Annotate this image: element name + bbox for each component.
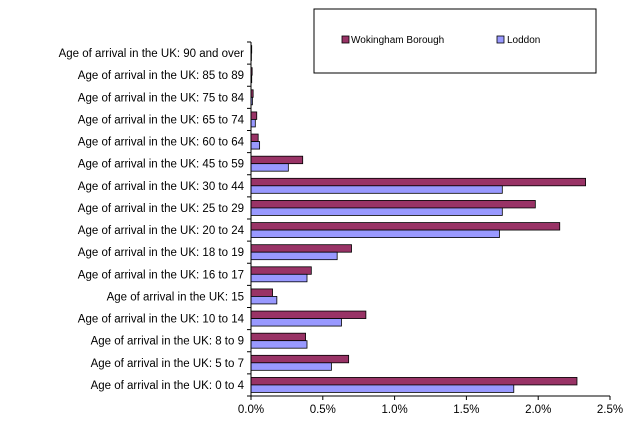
legend-swatch-wokingham-borough bbox=[341, 35, 350, 44]
category-label-5-to-7: Age of arrival in the UK: 5 to 7 bbox=[91, 358, 244, 370]
bar-loddon-10-to-14 bbox=[250, 318, 342, 327]
category-label-85-to-89: Age of arrival in the UK: 85 to 89 bbox=[78, 70, 244, 82]
axes-group: 0.0% 0.5% 1.0% 1.5% 2.0% 2.5% bbox=[238, 41, 623, 416]
category-label-45-to-59: Age of arrival in the UK: 45 to 59 bbox=[78, 159, 244, 171]
bar-wokingham-borough-10-to-14 bbox=[250, 310, 367, 319]
bar-wokingham-borough-60-to-64 bbox=[250, 133, 259, 142]
bar-loddon-0-to-4 bbox=[250, 384, 515, 393]
bar-loddon-45-to-59 bbox=[250, 163, 289, 172]
category-label-30-to-44: Age of arrival in the UK: 30 to 44 bbox=[78, 181, 245, 193]
bar-loddon-5-to-7 bbox=[250, 362, 332, 371]
bar-loddon-18-to-19 bbox=[250, 251, 338, 261]
x-tick-label: 0.0% bbox=[238, 404, 264, 416]
bar-wokingham-borough-25-to-29 bbox=[250, 200, 536, 209]
category-label-20-to-24: Age of arrival in the UK: 20 to 24 bbox=[78, 225, 245, 237]
bars-group bbox=[250, 45, 586, 393]
bar-wokingham-borough-16-to-17 bbox=[250, 266, 312, 275]
bar-wokingham-borough-18-to-19 bbox=[250, 244, 352, 253]
category-label-75-to-84: Age of arrival in the UK: 75 to 84 bbox=[78, 92, 245, 104]
category-labels: Age of arrival in the UK: 0 to 4 Age of a… bbox=[59, 48, 245, 392]
bar-loddon-30-to-44 bbox=[250, 185, 503, 194]
category-label-0-to-4: Age of arrival in the UK: 0 to 4 bbox=[91, 380, 245, 392]
legend: Wokingham Borough Loddon bbox=[313, 8, 597, 74]
legend-box bbox=[313, 8, 597, 74]
bar-wokingham-borough-8-to-9 bbox=[250, 332, 306, 342]
bar-wokingham-borough-5-to-7 bbox=[250, 354, 350, 364]
legend-label-loddon: Loddon bbox=[507, 35, 540, 46]
bar-loddon-8-to-9 bbox=[250, 340, 308, 349]
category-label-60-to-64: Age of arrival in the UK: 60 to 64 bbox=[78, 137, 245, 149]
x-tick-label: 2.0% bbox=[525, 404, 551, 416]
category-label-65-to-74: Age of arrival in the UK: 65 to 74 bbox=[78, 114, 245, 126]
bar-loddon-20-to-24 bbox=[250, 229, 500, 238]
category-label-10-to-14: Age of arrival in the UK: 10 to 14 bbox=[78, 314, 245, 326]
category-label-18-to-19: Age of arrival in the UK: 18 to 19 bbox=[78, 247, 244, 259]
category-label-16-to-17: Age of arrival in the UK: 16 to 17 bbox=[78, 269, 244, 281]
category-label-25-to-29: Age of arrival in the UK: 25 to 29 bbox=[78, 203, 244, 215]
bar-wokingham-borough-0-to-4 bbox=[250, 377, 578, 386]
bar-wokingham-borough-65-to-74 bbox=[250, 111, 258, 120]
bar-wokingham-borough-15 bbox=[250, 288, 273, 297]
x-tick-label: 1.5% bbox=[453, 404, 479, 416]
category-label-15: Age of arrival in the UK: 15 bbox=[107, 291, 244, 303]
category-label-8-to-9: Age of arrival in the UK: 8 to 9 bbox=[91, 336, 244, 348]
bar-loddon-65-to-74 bbox=[250, 119, 256, 128]
x-tick-label: 1.0% bbox=[381, 404, 407, 416]
bar-loddon-25-to-29 bbox=[250, 207, 503, 216]
x-tick-label: 2.5% bbox=[597, 404, 623, 416]
legend-label-wokingham-borough: Wokingham Borough bbox=[351, 35, 444, 46]
bar-wokingham-borough-30-to-44 bbox=[250, 177, 586, 187]
bar-wokingham-borough-20-to-24 bbox=[250, 222, 561, 231]
bar-loddon-15 bbox=[250, 296, 278, 305]
bar-wokingham-borough-45-to-59 bbox=[250, 155, 304, 165]
bar-loddon-60-to-64 bbox=[250, 141, 261, 150]
x-tick-label: 0.5% bbox=[310, 404, 336, 416]
bar-loddon-16-to-17 bbox=[250, 273, 308, 283]
legend-swatch-loddon bbox=[496, 35, 505, 44]
category-label-90-and-over: Age of arrival in the UK: 90 and over bbox=[59, 48, 245, 60]
